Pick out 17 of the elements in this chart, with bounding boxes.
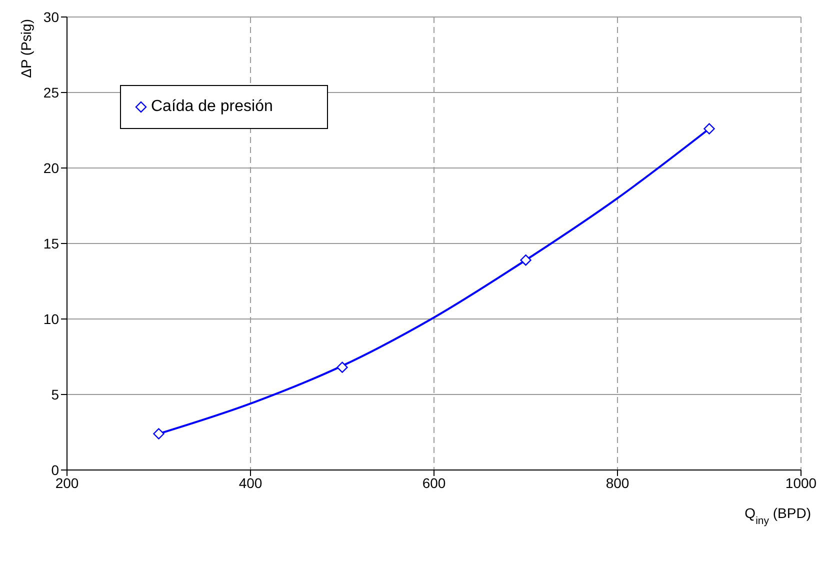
y-tick-label: 15 (43, 235, 60, 252)
x-axis-title: Q$_{iny}$ (BPD) (744, 505, 811, 527)
point (153, 428, 164, 440)
point (520, 254, 532, 266)
y-axis-title: ΔP (Psig) (18, 19, 34, 78)
x-tick-label: 400 (238, 474, 262, 491)
y-tick-label: 25 (43, 84, 60, 100)
y-tick-label: 30 (43, 8, 60, 25)
point (336, 362, 348, 373)
y-tick-label: 20 (43, 160, 60, 176)
legend-label: Caída de presión (151, 98, 273, 116)
x-tick-label: 800 (606, 474, 630, 491)
y-tick-label: 5 (51, 386, 60, 402)
y-tick-label: 10 (43, 310, 60, 327)
x-tick-label: 600 (422, 474, 446, 491)
x-tick-label: 1000 (785, 474, 817, 491)
point (704, 123, 715, 134)
